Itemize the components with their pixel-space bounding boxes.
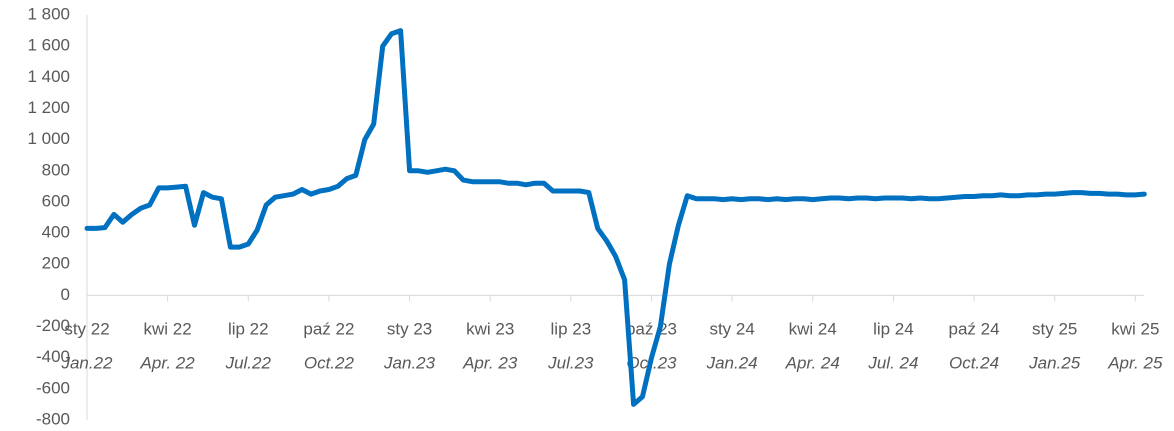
y-tick-label: 1 800 xyxy=(27,4,70,23)
x-tick-label: sty 22 xyxy=(64,319,109,338)
x-tick-label-en: Jul.22 xyxy=(225,353,272,372)
y-tick-label: 1 400 xyxy=(27,67,70,86)
x-tick-label: lip 24 xyxy=(873,319,914,338)
y-tick-label: -400 xyxy=(36,347,70,366)
x-tick-label-en: Jul. 24 xyxy=(867,353,918,372)
x-tick-label: lip 22 xyxy=(228,319,269,338)
x-tick-label-en: Jan.23 xyxy=(383,353,436,372)
x-tick-label-en: Jan.22 xyxy=(60,353,113,372)
x-tick-label-en: Jan.25 xyxy=(1028,353,1081,372)
x-tick-label: sty 23 xyxy=(387,319,432,338)
x-tick-label: kwi 22 xyxy=(144,319,192,338)
x-tick-label: paź 23 xyxy=(626,319,677,338)
x-tick-label: kwi 25 xyxy=(1111,319,1159,338)
x-tick-label: paź 22 xyxy=(303,319,354,338)
x-tick-label-en: Apr. 25 xyxy=(1107,353,1163,372)
y-tick-label: -800 xyxy=(36,409,70,428)
x-tick-label: sty 24 xyxy=(709,319,754,338)
x-tick-label-en: Oct.24 xyxy=(949,353,999,372)
y-tick-label: 0 xyxy=(61,285,70,304)
y-tick-label: -200 xyxy=(36,316,70,335)
line xyxy=(84,28,1147,407)
x-tick-label-en: Jul.23 xyxy=(547,353,594,372)
x-tick-label-en: Apr. 22 xyxy=(140,353,196,372)
x-tick-label: kwi 24 xyxy=(789,319,837,338)
y-tick-label: 400 xyxy=(42,223,70,242)
x-tick-label-en: Apr. 24 xyxy=(785,353,840,372)
x-tick-label: kwi 23 xyxy=(466,319,514,338)
y-tick-label: 1 600 xyxy=(27,36,70,55)
y-tick-label: 600 xyxy=(42,191,70,210)
x-tick-label-en: Jan.24 xyxy=(706,353,758,372)
y-tick-label: 200 xyxy=(42,254,70,273)
y-tick-label: 1 200 xyxy=(27,98,70,117)
x-tick-label: paź 24 xyxy=(949,319,1000,338)
x-tick-label: sty 25 xyxy=(1032,319,1077,338)
x-tick-label-en: Oct.22 xyxy=(304,353,355,372)
x-tick-label: lip 23 xyxy=(551,319,592,338)
x-tick-label-en: Apr. 23 xyxy=(462,353,518,372)
y-tick-label: 1 000 xyxy=(27,129,70,148)
y-tick-label: -600 xyxy=(36,378,70,397)
y-tick-label: 800 xyxy=(42,160,70,179)
